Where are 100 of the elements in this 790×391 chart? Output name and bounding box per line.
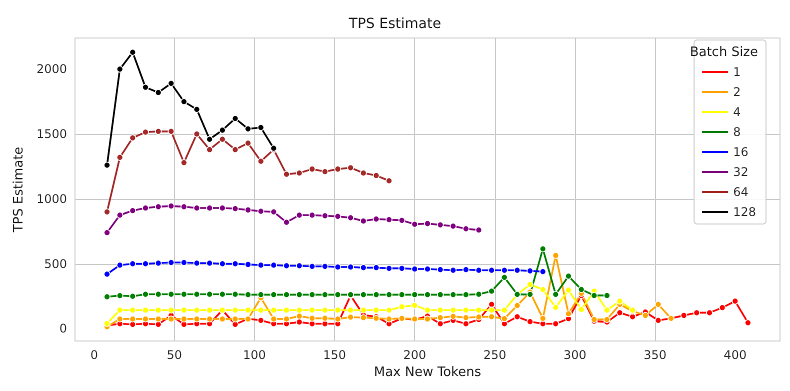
point [680, 312, 688, 319]
point [283, 316, 290, 322]
legend-title: Batch Size [690, 45, 758, 60]
point [257, 124, 264, 131]
point [334, 306, 342, 314]
point [296, 312, 303, 320]
point [180, 259, 188, 266]
point [206, 136, 213, 143]
point [129, 316, 136, 322]
point [180, 203, 188, 210]
point [360, 264, 367, 272]
point [116, 292, 124, 299]
point [142, 84, 149, 91]
point [219, 316, 226, 322]
point [436, 291, 444, 298]
point [706, 309, 713, 316]
point [334, 264, 342, 270]
point [116, 306, 124, 314]
x-tick-label: 50 [166, 348, 182, 362]
point [232, 306, 239, 314]
y-tick-label: 1500 [36, 127, 67, 142]
point [372, 264, 380, 272]
point [193, 260, 200, 267]
point [386, 291, 392, 298]
point [539, 315, 546, 322]
point [104, 208, 110, 216]
point [206, 306, 213, 314]
point [232, 205, 239, 212]
point [270, 291, 278, 298]
point [565, 286, 572, 294]
point [283, 262, 290, 270]
point [232, 146, 239, 153]
point [129, 260, 136, 268]
point [411, 266, 418, 272]
point [168, 316, 175, 322]
point [154, 128, 162, 135]
y-tick-label: 2000 [36, 62, 67, 76]
point [411, 291, 418, 298]
x-tick-label: 150 [323, 348, 346, 362]
point [308, 262, 316, 270]
point [462, 266, 470, 274]
point [193, 106, 200, 113]
point [436, 314, 444, 322]
point [360, 306, 367, 314]
point [270, 208, 278, 216]
point [424, 266, 431, 272]
point [604, 306, 610, 314]
point [244, 261, 252, 268]
point [347, 164, 354, 172]
point [488, 266, 495, 274]
point [462, 225, 470, 232]
point [168, 128, 175, 135]
point [296, 212, 303, 219]
point [129, 48, 136, 56]
point [386, 306, 392, 314]
y-tick-label: 0 [59, 322, 67, 336]
point [142, 128, 149, 136]
point [475, 266, 482, 274]
point [308, 314, 316, 322]
point [514, 313, 521, 320]
point [257, 262, 264, 268]
point [462, 314, 470, 322]
point [168, 80, 175, 87]
point [590, 292, 598, 299]
point [283, 306, 290, 314]
point [475, 290, 482, 298]
point [578, 306, 585, 313]
legend-label: 16 [733, 145, 748, 159]
point [372, 172, 380, 179]
point [488, 306, 495, 314]
point [526, 318, 534, 326]
point [526, 281, 534, 288]
point [450, 266, 457, 274]
point [424, 306, 431, 314]
point [104, 162, 110, 169]
point [154, 203, 162, 210]
point [488, 288, 495, 295]
point [296, 306, 303, 314]
point [180, 98, 188, 105]
point [193, 204, 200, 212]
point [232, 260, 239, 268]
point [142, 316, 149, 322]
point [116, 66, 124, 73]
point [436, 266, 444, 274]
point [629, 313, 636, 320]
point [116, 316, 124, 322]
point [732, 298, 739, 305]
point [462, 306, 470, 314]
point [372, 306, 380, 314]
point [129, 134, 136, 142]
point [219, 126, 226, 134]
point [411, 220, 418, 228]
point [347, 264, 354, 270]
point [232, 320, 239, 328]
point [436, 320, 444, 328]
x-tick-label: 200 [403, 348, 426, 362]
point [308, 291, 316, 298]
point [360, 218, 367, 224]
point [501, 315, 508, 322]
point [219, 136, 226, 143]
